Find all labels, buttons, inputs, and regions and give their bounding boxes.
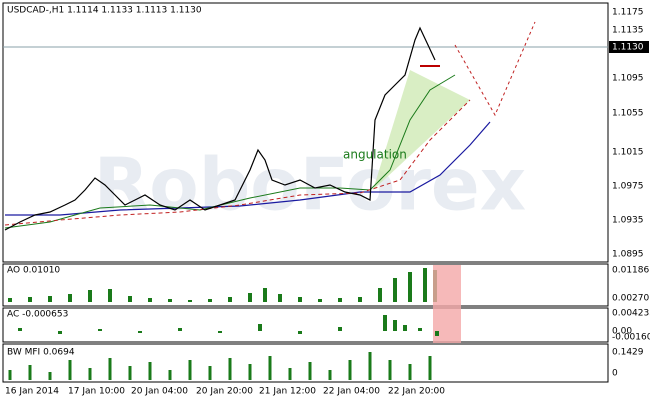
price-path — [4, 26, 436, 231]
annotation: angulation — [343, 148, 407, 162]
ao-label: AO 0.01010 — [7, 266, 60, 276]
ac-bars — [18, 315, 439, 336]
panel-axis-label: 0.004235 — [612, 309, 650, 319]
panel-axis-label: 0.00 — [612, 327, 632, 337]
symbol-line: USDCAD-,H1 1.1114 1.1133 1.1113 1.1130 — [7, 6, 202, 16]
price-label: 1.1055 — [612, 109, 644, 119]
time-label: 16 Jan 2014 — [5, 387, 59, 397]
ma-blue — [5, 121, 491, 216]
panel-axis-label: 0.00270 — [612, 294, 649, 304]
ao-bars — [8, 268, 437, 302]
price-label: 1.1095 — [612, 74, 644, 84]
time-label: 22 Jan 04:00 — [323, 387, 380, 397]
highlight — [433, 265, 461, 343]
angulation-fan — [373, 70, 470, 190]
panel-axis-label: 0.1429 — [612, 348, 644, 358]
panel-axis-label: 0.01186 — [612, 266, 649, 276]
mfi-label: BW MFI 0.0694 — [7, 348, 75, 358]
ma-green — [4, 74, 456, 229]
current-price-box — [609, 41, 649, 53]
ma-red — [4, 99, 471, 226]
price-label: 1.0975 — [612, 182, 644, 192]
price-label: 1.0935 — [612, 216, 644, 226]
time-label: 21 Jan 12:00 — [259, 387, 316, 397]
ao-panel — [2, 263, 609, 307]
forecast — [454, 21, 536, 117]
mfi-panel — [2, 343, 609, 383]
panel-axis-label: 0 — [612, 369, 618, 379]
watermark: RoboForex — [94, 143, 526, 227]
ac-panel — [2, 307, 609, 343]
price-label: 1.1135 — [612, 26, 644, 36]
time-label: 22 Jan 20:00 — [388, 387, 445, 397]
ac-label: AC -0.000653 — [7, 310, 68, 320]
price-label: 1.0895 — [612, 250, 644, 260]
main-panel — [2, 2, 609, 263]
panel-axis-label: -0.00160 — [612, 333, 650, 343]
price-label: 1.1175 — [612, 8, 644, 18]
mfi-bars — [8, 352, 432, 380]
time-label: 20 Jan 20:00 — [196, 387, 253, 397]
price-label: 1.1015 — [612, 148, 644, 158]
time-label: 20 Jan 04:00 — [131, 387, 188, 397]
time-label: 17 Jan 10:00 — [68, 387, 125, 397]
current-price: 1.1130 — [612, 43, 644, 53]
